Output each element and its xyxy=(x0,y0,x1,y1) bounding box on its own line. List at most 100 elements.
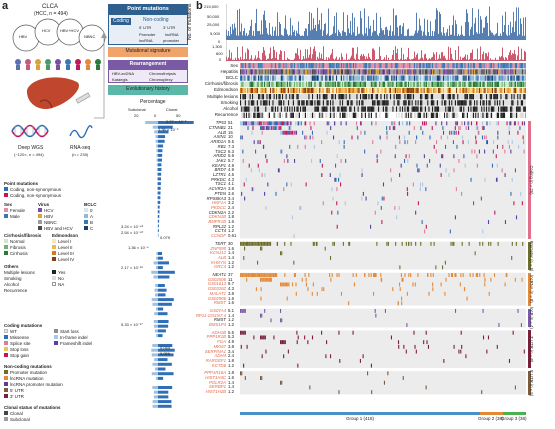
mutation-cell xyxy=(463,287,466,292)
mutation-cell xyxy=(260,241,263,246)
clinical-cell xyxy=(354,106,356,112)
clinical-cell xyxy=(448,94,450,100)
clinical-cell xyxy=(394,87,396,94)
clinical-cell xyxy=(370,63,372,69)
clinical-cell xyxy=(435,112,437,118)
clinical-cell xyxy=(247,100,249,106)
burden-bar xyxy=(510,21,511,40)
clinical-cell xyxy=(312,94,314,100)
clinical-cell xyxy=(348,112,350,118)
clinical-cell xyxy=(301,94,303,100)
clinical-cell xyxy=(459,94,461,100)
clinical-cell xyxy=(405,94,407,100)
clinical-cell xyxy=(271,69,273,75)
burden-bar xyxy=(271,35,272,40)
indel-bar xyxy=(487,56,488,61)
swatch xyxy=(38,226,42,230)
clinical-cell xyxy=(290,94,292,100)
indel-bar xyxy=(443,56,444,61)
clinical-cell xyxy=(350,106,352,112)
clinical-cell xyxy=(320,94,322,100)
clinical-cell xyxy=(374,75,376,81)
burden-bar xyxy=(403,23,404,40)
clinical-cell xyxy=(486,75,488,81)
clinical-cell xyxy=(517,106,519,112)
mutation-cell xyxy=(454,215,456,220)
clinical-cell xyxy=(248,69,250,75)
clinical-cell xyxy=(297,63,299,69)
clinical-cell xyxy=(295,87,297,94)
clinical-cell xyxy=(361,81,363,87)
clinical-cell xyxy=(342,106,344,112)
clinical-cell xyxy=(510,112,512,118)
mutation-cell xyxy=(324,246,326,251)
clinical-cell xyxy=(466,106,468,112)
mutation-cell xyxy=(482,229,484,234)
burden-bar xyxy=(385,27,386,40)
clinical-cell xyxy=(469,112,471,118)
gene-label: LZTR1 xyxy=(212,172,226,177)
clinical-cell xyxy=(271,63,273,69)
burden-bar xyxy=(446,32,447,40)
clinical-cell xyxy=(261,106,263,112)
mutation-cell xyxy=(260,121,262,126)
clinical-cell xyxy=(390,75,392,81)
clinical-cell xyxy=(417,106,419,112)
indel-bar xyxy=(380,55,381,61)
mutation-cell xyxy=(336,187,338,192)
clinical-cell xyxy=(278,112,280,118)
clinical-cell xyxy=(253,69,255,75)
legend-item: Missense xyxy=(4,334,52,340)
clinical-cell xyxy=(488,106,490,112)
indel-bar xyxy=(459,59,460,61)
clinical-cell xyxy=(442,69,444,75)
mutation-cell xyxy=(312,282,314,287)
clinical-cell xyxy=(303,87,305,94)
mutation-cell xyxy=(344,201,346,206)
clinical-cell xyxy=(357,94,359,100)
mutation-cell xyxy=(295,121,297,126)
mutation-cell xyxy=(511,256,513,260)
clinical-cell xyxy=(411,112,413,118)
clinical-cell xyxy=(513,75,515,81)
mutation-cell xyxy=(376,241,378,246)
clinical-cell xyxy=(513,112,515,118)
clinical-cell xyxy=(519,81,521,87)
mutation-cell xyxy=(513,201,515,206)
clinical-cell xyxy=(332,100,334,106)
legend-item-label: No xyxy=(58,275,64,281)
clinical-cell xyxy=(391,106,393,112)
burden-bar xyxy=(470,29,471,40)
mutation-cell xyxy=(280,251,282,256)
clinical-cell xyxy=(380,69,382,75)
clinical-cell xyxy=(252,81,254,87)
clinical-cell xyxy=(524,106,526,112)
y-tick-top-1: 50,000 xyxy=(207,14,220,19)
clinical-cell xyxy=(360,94,362,100)
swatch xyxy=(4,388,8,392)
clinical-cell xyxy=(338,106,340,112)
clinical-cell xyxy=(243,87,245,94)
clinical-cell xyxy=(302,81,304,87)
mutation-cell xyxy=(453,154,455,159)
indel-bar xyxy=(237,47,238,61)
clinical-cell xyxy=(340,63,342,69)
burden-bar xyxy=(243,30,244,40)
pvalue-1: 1.36 × 10⁻⁶ xyxy=(158,127,179,132)
clinical-cell xyxy=(366,112,368,118)
burden-bar xyxy=(325,23,326,40)
clinical-cell xyxy=(523,100,525,106)
clinical-cell xyxy=(440,69,442,75)
clinical-cell xyxy=(360,69,362,75)
mutation-cell xyxy=(285,121,287,126)
burden-bar xyxy=(279,22,280,40)
clinical-cell xyxy=(441,87,443,94)
mutation-cell xyxy=(338,273,340,277)
clinical-cell xyxy=(493,75,495,81)
clinical-cell xyxy=(498,63,500,69)
subclonal-bar xyxy=(153,324,158,328)
mutation-cell xyxy=(331,210,333,215)
clinical-cell xyxy=(466,94,468,100)
clinical-cell xyxy=(327,87,329,94)
mutation-cell xyxy=(511,241,513,246)
